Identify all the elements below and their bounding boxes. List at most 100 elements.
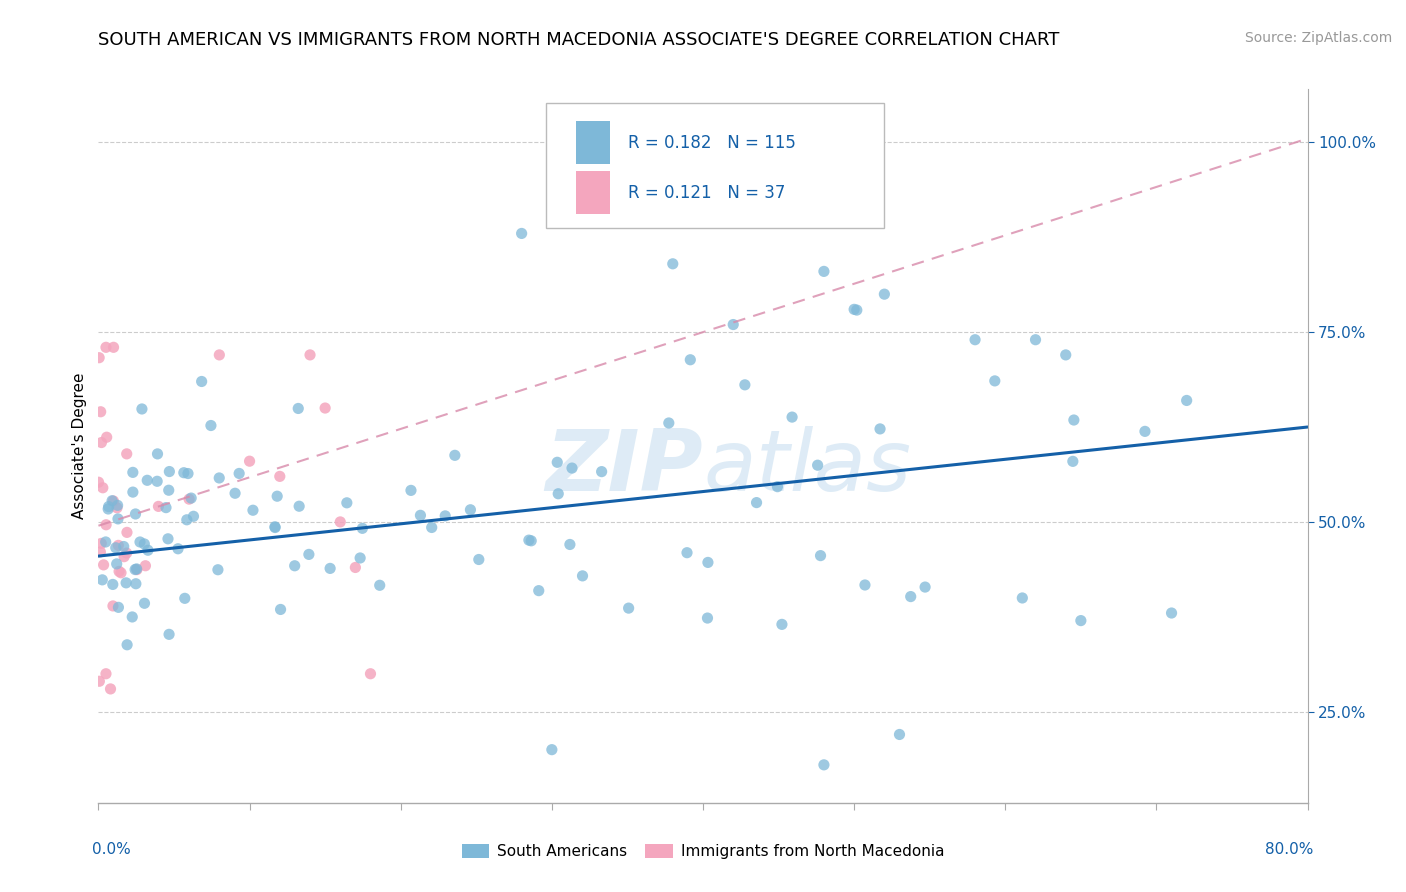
Point xyxy=(134,537,156,551)
Point xyxy=(107,499,129,513)
Point xyxy=(208,348,231,362)
Point xyxy=(107,512,129,526)
Point xyxy=(444,448,467,462)
Text: SOUTH AMERICAN VS IMMIGRANTS FROM NORTH MACEDONIA ASSOCIATE'S DEGREE CORRELATION: SOUTH AMERICAN VS IMMIGRANTS FROM NORTH … xyxy=(98,31,1060,49)
Point xyxy=(1054,348,1077,362)
Point xyxy=(94,666,117,681)
Point xyxy=(131,401,153,416)
Point xyxy=(94,517,117,532)
Point xyxy=(889,727,911,741)
Point xyxy=(617,601,640,615)
Point xyxy=(869,422,891,436)
Point xyxy=(844,302,866,317)
Point xyxy=(167,541,190,556)
Point xyxy=(89,545,111,559)
Point xyxy=(112,549,135,564)
Point xyxy=(129,535,152,549)
Point xyxy=(984,374,1007,388)
FancyBboxPatch shape xyxy=(576,121,610,164)
Legend: South Americans, Immigrants from North Macedonia: South Americans, Immigrants from North M… xyxy=(463,845,943,859)
Point xyxy=(155,500,177,515)
Point xyxy=(409,508,432,523)
Point xyxy=(547,487,569,501)
Point xyxy=(228,467,250,481)
Point xyxy=(115,525,138,540)
Point xyxy=(136,473,159,487)
Point xyxy=(434,508,457,523)
Point xyxy=(157,627,180,641)
Point xyxy=(561,461,583,475)
Point xyxy=(813,757,835,772)
Point xyxy=(179,492,201,507)
Point xyxy=(90,435,112,450)
Point xyxy=(399,483,422,498)
Point xyxy=(121,466,143,480)
Point xyxy=(146,447,169,461)
Point xyxy=(100,681,122,696)
Point xyxy=(148,500,170,514)
Point xyxy=(266,489,288,503)
Point xyxy=(146,475,169,489)
Text: 0.0%: 0.0% xyxy=(93,842,131,857)
Point xyxy=(546,455,568,469)
Point xyxy=(298,548,321,562)
Point xyxy=(200,418,222,433)
FancyBboxPatch shape xyxy=(576,171,610,214)
Point xyxy=(1133,425,1156,439)
Point xyxy=(107,600,129,615)
Point xyxy=(697,556,720,570)
Point xyxy=(107,538,129,552)
Point xyxy=(368,578,391,592)
Point xyxy=(207,563,229,577)
Point xyxy=(676,546,699,560)
Point xyxy=(176,513,198,527)
Point xyxy=(264,520,287,534)
Point xyxy=(122,485,145,500)
Point xyxy=(103,340,125,354)
Point xyxy=(112,540,135,554)
Point xyxy=(591,465,613,479)
Point xyxy=(517,533,540,548)
Text: R = 0.121   N = 37: R = 0.121 N = 37 xyxy=(628,184,786,202)
Point xyxy=(914,580,936,594)
Point xyxy=(780,410,803,425)
Point xyxy=(177,467,200,481)
Point xyxy=(284,558,307,573)
Point xyxy=(173,466,195,480)
Point xyxy=(853,578,876,592)
Point xyxy=(94,535,117,549)
Y-axis label: Associate's Degree: Associate's Degree xyxy=(72,373,87,519)
Point xyxy=(288,500,311,514)
Text: 80.0%: 80.0% xyxy=(1265,842,1313,857)
Point xyxy=(115,546,138,560)
Point xyxy=(156,532,179,546)
Point xyxy=(90,536,112,550)
Point xyxy=(873,287,896,301)
Point xyxy=(810,549,832,563)
Point xyxy=(745,495,768,509)
Point xyxy=(115,447,138,461)
Point xyxy=(124,507,146,521)
Point xyxy=(520,533,543,548)
Point xyxy=(460,502,482,516)
Point xyxy=(101,599,124,613)
Point xyxy=(807,458,830,473)
Point xyxy=(336,496,359,510)
Point xyxy=(124,563,146,577)
Point xyxy=(110,566,132,580)
Point xyxy=(420,520,443,534)
Point xyxy=(1175,393,1198,408)
Point xyxy=(1062,454,1084,468)
Point xyxy=(813,264,835,278)
Point xyxy=(468,552,491,566)
Point xyxy=(134,596,156,610)
Point xyxy=(105,500,128,515)
Point xyxy=(89,674,111,689)
Text: ZIP: ZIP xyxy=(546,425,703,509)
Point xyxy=(845,303,868,318)
Point xyxy=(1063,413,1085,427)
Point xyxy=(270,602,292,616)
Point xyxy=(723,318,745,332)
Point xyxy=(90,405,112,419)
Point xyxy=(180,491,202,505)
